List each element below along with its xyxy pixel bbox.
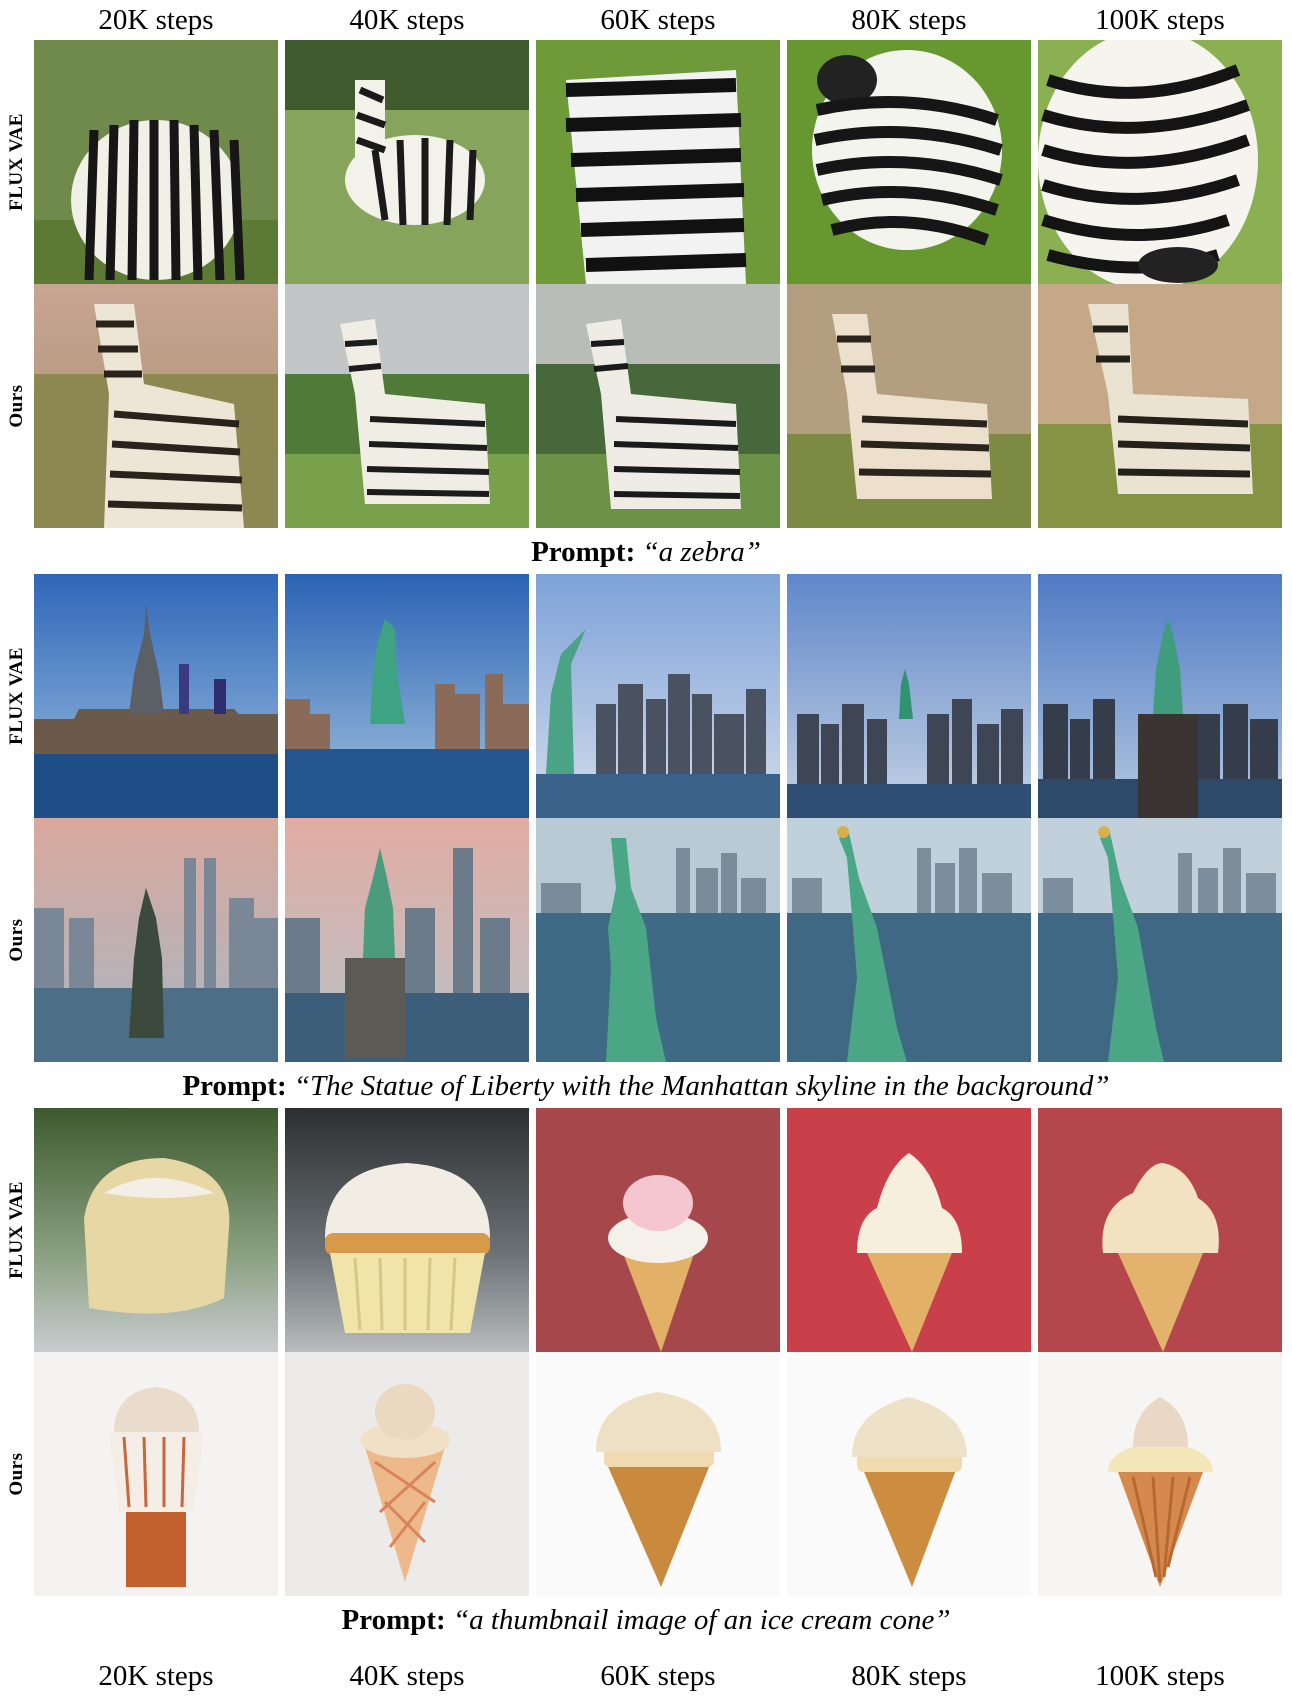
zebra-flux-60k-image bbox=[536, 40, 780, 284]
liberty-ours-40k-image bbox=[285, 818, 529, 1062]
step-label: 60K steps bbox=[600, 1660, 716, 1692]
top-step-labels: 20K steps 40K steps 60K steps 80K steps … bbox=[0, 0, 1292, 40]
liberty-flux-80k-image bbox=[787, 574, 1031, 818]
row-label-ours: Ours bbox=[6, 384, 27, 428]
liberty-flux-40k-image bbox=[285, 574, 529, 818]
bottom-step-labels: 20K steps 40K steps 60K steps 80K steps … bbox=[0, 1656, 1292, 1696]
step-label: 20K steps bbox=[98, 1660, 214, 1692]
icecream-flux-80k-image bbox=[787, 1108, 1031, 1352]
icecream-ours-60k-image bbox=[536, 1352, 780, 1596]
step-label: 40K steps bbox=[349, 4, 465, 36]
liberty-ours-100k-image bbox=[1038, 818, 1282, 1062]
liberty-ours-80k-image bbox=[787, 818, 1031, 1062]
step-label: 20K steps bbox=[98, 4, 214, 36]
liberty-flux-60k-image bbox=[536, 574, 780, 818]
step-label: 80K steps bbox=[851, 4, 967, 36]
liberty-flux-20k-image bbox=[34, 574, 278, 818]
zebra-ours-60k-image bbox=[536, 284, 780, 528]
row-label-ours: Ours bbox=[6, 1452, 27, 1496]
zebra-flux-100k-image bbox=[1038, 40, 1282, 284]
prompt-caption-zebra: Prompt: “a zebra” bbox=[531, 536, 761, 568]
row-label-flux: FLUX VAE bbox=[6, 1181, 27, 1279]
row-label-flux: FLUX VAE bbox=[6, 647, 27, 745]
row-label-flux: FLUX VAE bbox=[6, 113, 27, 211]
zebra-ours-40k-image bbox=[285, 284, 529, 528]
zebra-flux-20k-image bbox=[34, 40, 278, 284]
zebra-flux-40k-image bbox=[285, 40, 529, 284]
step-label: 80K steps bbox=[851, 1660, 967, 1692]
zebra-ours-100k-image bbox=[1038, 284, 1282, 528]
step-label: 40K steps bbox=[349, 1660, 465, 1692]
liberty-ours-20k-image bbox=[34, 818, 278, 1062]
icecream-ours-40k-image bbox=[285, 1352, 529, 1596]
icecream-flux-60k-image bbox=[536, 1108, 780, 1352]
zebra-ours-80k-image bbox=[787, 284, 1031, 528]
liberty-flux-100k-image bbox=[1038, 574, 1282, 818]
step-label: 100K steps bbox=[1095, 4, 1225, 36]
icecream-ours-20k-image bbox=[34, 1352, 278, 1596]
icecream-flux-20k-image bbox=[34, 1108, 278, 1352]
icecream-ours-80k-image bbox=[787, 1352, 1031, 1596]
prompt-caption-icecream: Prompt: “a thumbnail image of an ice cre… bbox=[341, 1604, 951, 1636]
liberty-ours-60k-image bbox=[536, 818, 780, 1062]
icecream-flux-40k-image bbox=[285, 1108, 529, 1352]
zebra-ours-20k-image bbox=[34, 284, 278, 528]
icecream-ours-100k-image bbox=[1038, 1352, 1282, 1596]
prompt-caption-liberty: Prompt: “The Statue of Liberty with the … bbox=[182, 1070, 1110, 1102]
step-label: 60K steps bbox=[600, 4, 716, 36]
step-label: 100K steps bbox=[1095, 1660, 1225, 1692]
row-label-ours: Ours bbox=[6, 918, 27, 962]
zebra-flux-80k-image bbox=[787, 40, 1031, 284]
icecream-flux-100k-image bbox=[1038, 1108, 1282, 1352]
